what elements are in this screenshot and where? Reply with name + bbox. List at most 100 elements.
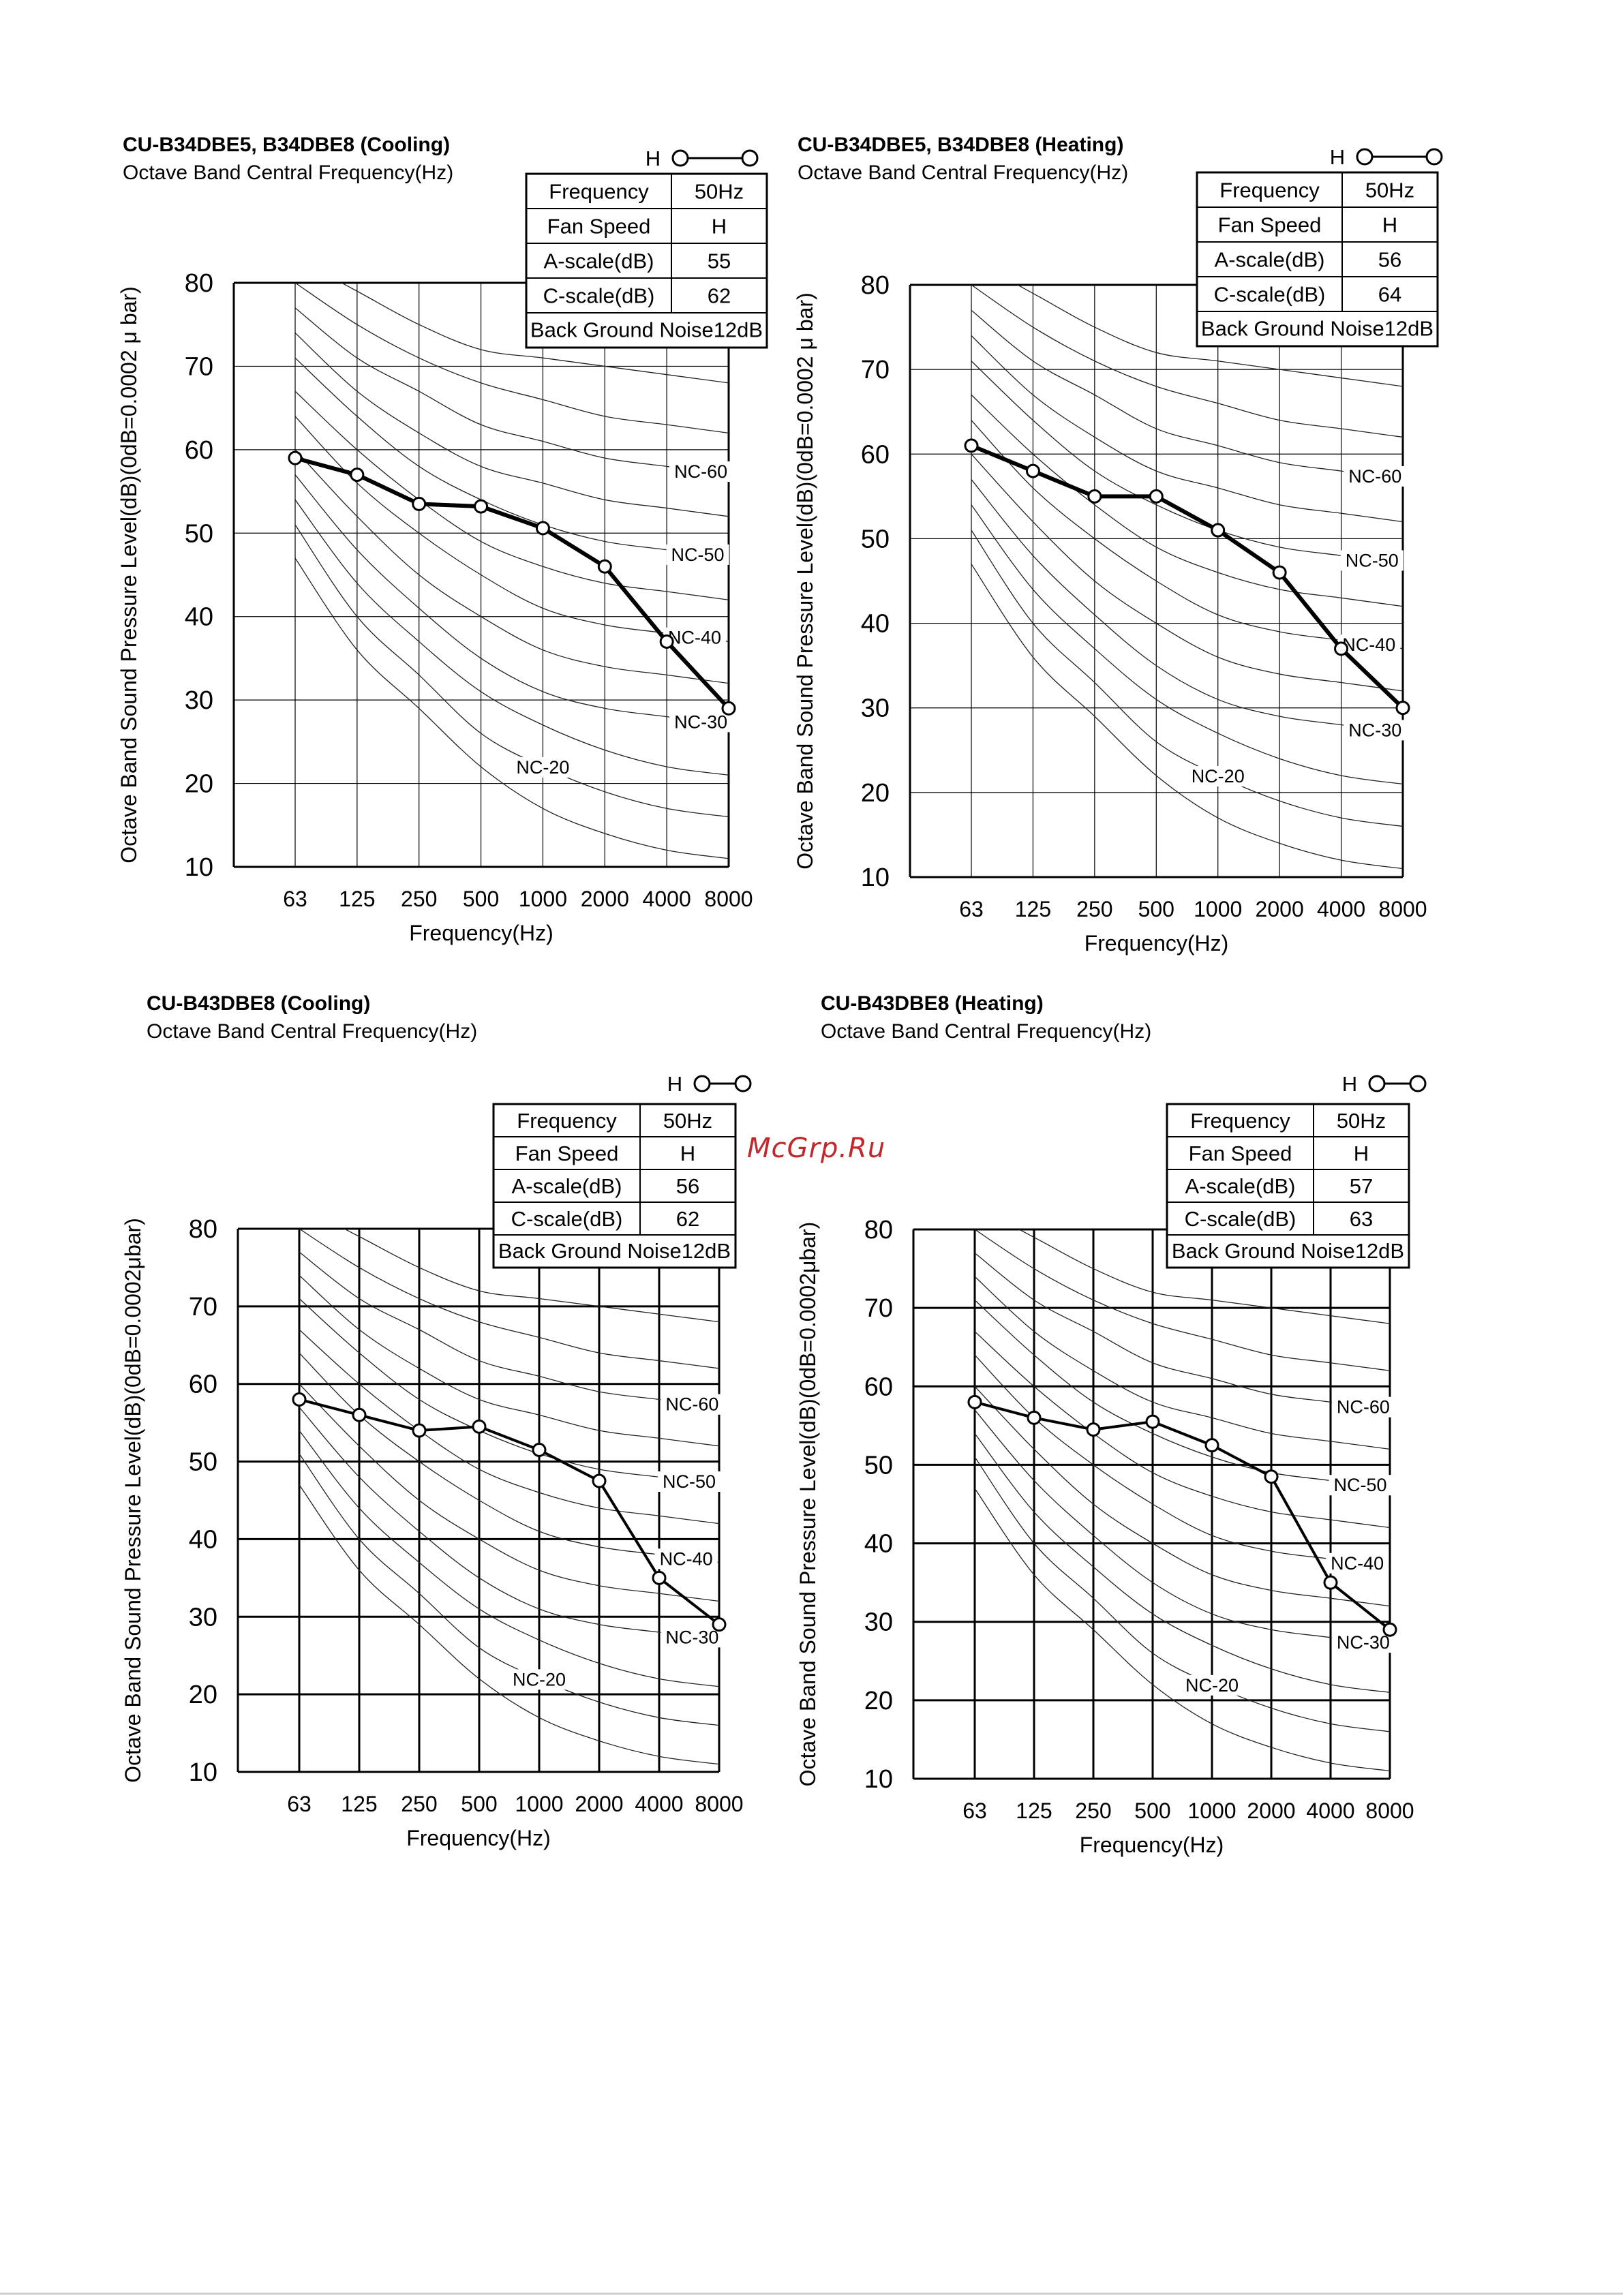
table-row-value: 50Hz xyxy=(663,1109,712,1133)
table-row-label: A-scale(dB) xyxy=(1215,248,1325,272)
nc-label: NC-30 xyxy=(1337,1632,1390,1653)
y-axis-label: Octave Band Sound Pressure Level(dB)(0dB… xyxy=(793,292,817,869)
x-tick-label: 500 xyxy=(1138,897,1174,921)
x-axis-label: Frequency(Hz) xyxy=(1080,1833,1224,1857)
x-tick-label: 8000 xyxy=(1378,897,1427,921)
series-point xyxy=(1264,1469,1279,1484)
x-tick-label: 1000 xyxy=(1187,1798,1236,1823)
nc-curve-30 xyxy=(974,1409,1390,1646)
nc-curve-60 xyxy=(299,1251,719,1408)
x-tick-label: 2000 xyxy=(1256,897,1304,921)
table-row-value: 62 xyxy=(676,1207,699,1231)
nc-curve-45 xyxy=(974,1331,1390,1529)
y-tick-label: 70 xyxy=(864,1294,893,1323)
y-tick-label: 70 xyxy=(185,352,213,381)
table-row-value: 50Hz xyxy=(695,180,744,204)
nc-label-bg xyxy=(669,711,733,733)
nc-curve-55 xyxy=(294,332,729,517)
legend-label: H xyxy=(1342,1072,1357,1096)
series-point xyxy=(1382,1622,1397,1637)
series-point xyxy=(412,1423,427,1438)
series-point xyxy=(532,1442,547,1457)
x-axis-label: Frequency(Hz) xyxy=(1084,931,1229,955)
series-point xyxy=(1334,641,1349,656)
table-row-value: H xyxy=(1382,213,1397,237)
background-noise-label: Back Ground Noise12dB xyxy=(530,318,763,342)
nc-label-bg xyxy=(1329,1475,1392,1496)
x-axis-label: Frequency(Hz) xyxy=(406,1826,551,1850)
legend: H xyxy=(667,1072,752,1096)
series-point xyxy=(1025,463,1040,478)
nc-curve-20 xyxy=(974,1456,1390,1732)
nc-curve-65 xyxy=(974,1229,1390,1371)
y-tick-label: 60 xyxy=(861,440,890,469)
x-tick-label: 63 xyxy=(283,887,307,911)
x-tick-label: 500 xyxy=(463,887,499,911)
nc-label-bg xyxy=(1186,766,1249,787)
y-tick-label: 40 xyxy=(861,610,890,639)
x-tick-label: 63 xyxy=(959,897,984,921)
nc-label: NC-20 xyxy=(1192,766,1245,786)
y-tick-label: 80 xyxy=(861,271,890,300)
y-tick-label: 50 xyxy=(864,1451,893,1480)
nc-curve-25 xyxy=(294,499,729,776)
y-tick-label: 10 xyxy=(861,863,890,892)
y-tick-label: 60 xyxy=(864,1373,893,1401)
nc-curve-20 xyxy=(299,1453,719,1726)
series-point xyxy=(350,468,365,483)
series-point xyxy=(412,496,427,511)
background-noise-label: Back Ground Noise12dB xyxy=(498,1239,731,1263)
nc-curve-45 xyxy=(971,394,1403,607)
nc-curve-50 xyxy=(299,1298,719,1486)
legend: H xyxy=(1342,1072,1427,1096)
table-row-label: Frequency xyxy=(517,1109,617,1133)
series-line-h xyxy=(299,1398,721,1626)
series-point xyxy=(1086,1422,1101,1437)
table-row-label: Fan Speed xyxy=(515,1142,619,1165)
series-line-h xyxy=(974,1400,1391,1631)
nc-curve-70 xyxy=(343,1229,719,1323)
nc-label-bg xyxy=(654,1548,718,1570)
x-tick-label: 1000 xyxy=(519,887,567,911)
y-tick-label: 30 xyxy=(864,1608,893,1637)
legend: H xyxy=(646,147,759,170)
x-tick-label: 2000 xyxy=(575,1792,623,1816)
nc-curve-25 xyxy=(299,1430,719,1687)
table-row-label: Frequency xyxy=(549,180,649,204)
x-tick-label: 125 xyxy=(341,1792,377,1816)
nc-label-bg xyxy=(661,1394,724,1415)
x-tick-label: 4000 xyxy=(1306,1798,1354,1823)
nc-label: NC-60 xyxy=(665,1394,718,1415)
nc-label-bg xyxy=(1340,550,1404,571)
table-row-label: Frequency xyxy=(1190,1109,1290,1133)
nc-curve-40 xyxy=(294,416,729,643)
table-row-value: H xyxy=(1354,1142,1369,1165)
nc-chart-2: 10 20 30 40 50 60 70 80 63 125 250 500 1000 2000 4000 8… xyxy=(793,145,1443,955)
nc-curve-20 xyxy=(294,524,729,818)
table-row-label: C-scale(dB) xyxy=(511,1207,623,1231)
nc-label: NC-40 xyxy=(1342,634,1395,655)
series-point xyxy=(597,559,612,574)
table-row-value: 62 xyxy=(708,284,731,308)
nc-chart-1: 10 20 30 40 50 60 70 80 63 125 250 500 1000 2000 4000 8… xyxy=(117,147,768,945)
info-table: Frequency 50Hz Fan Speed H A-scale(dB) 56 C-sc… xyxy=(1196,171,1439,348)
y-tick-label: 30 xyxy=(861,694,890,723)
nc-curve-15 xyxy=(299,1484,719,1765)
nc-curve-60 xyxy=(971,309,1403,480)
nc-curve-55 xyxy=(974,1276,1390,1450)
y-tick-label: 50 xyxy=(189,1448,217,1477)
y-axis-label: Octave Band Sound Pressure Level(dB)(0dB… xyxy=(117,286,141,863)
nc-curve-15 xyxy=(974,1488,1390,1772)
nc-label: NC-30 xyxy=(665,1627,718,1647)
y-tick-label: 60 xyxy=(189,1371,217,1399)
y-tick-label: 30 xyxy=(189,1603,217,1632)
nc-label: NC-50 xyxy=(1333,1475,1386,1495)
series-point xyxy=(474,499,489,514)
x-tick-label: 1000 xyxy=(515,1792,563,1816)
chart-title: CU-B43DBE8 (Cooling) xyxy=(147,992,371,1015)
table-row-label: Frequency xyxy=(1219,179,1320,202)
nc-curve-25 xyxy=(971,504,1403,785)
y-tick-label: 10 xyxy=(189,1758,217,1787)
series-point xyxy=(659,634,674,649)
table-row-value: 50Hz xyxy=(1365,179,1414,202)
